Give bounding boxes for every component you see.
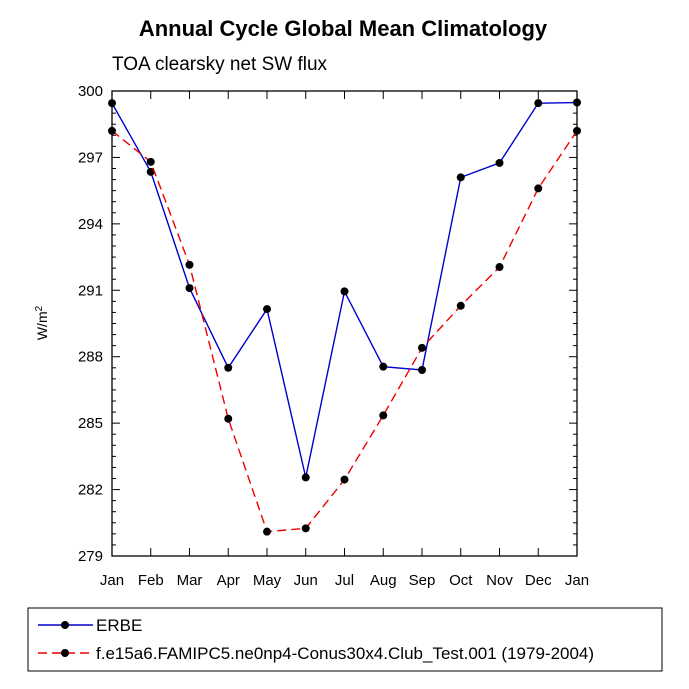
data-point [263,527,271,536]
data-point [456,173,465,182]
data-point [379,362,388,371]
series-layer [108,98,581,536]
x-axis: Jan Feb Mar Apr May Jun Jul Aug Sep Oct Nov Dec Jan [100,91,589,589]
data-point [534,184,543,193]
legend-marker [61,649,69,657]
y-tick-label: 300 [78,83,103,100]
x-tick-label: Jun [294,572,318,589]
legend-marker [61,621,69,629]
y-axis-label-exponent: 2 [34,305,45,311]
data-point [224,363,233,372]
plot-frame [111,90,578,557]
x-tick-label: Oct [449,572,473,589]
legend-box [27,607,663,672]
data-point [301,524,310,533]
legend-label: f.e15a6.FAMIPC5.ne0np4-Conus30x4.Club_Te… [96,644,594,663]
chart-title: Annual Cycle Global Mean Climatology [139,16,548,41]
x-tick-label: Jan [565,572,589,589]
data-point [146,157,155,166]
y-tick-label: 297 [78,149,103,166]
data-point [495,158,504,167]
data-point [573,126,581,135]
y-tick-label: 282 [78,482,103,499]
data-point [108,99,116,108]
x-tick-label: Jul [335,572,354,589]
data-point [418,343,426,352]
data-point [185,260,194,269]
series-line [111,130,578,533]
y-tick-label: 288 [78,349,103,366]
y-axis-label-unit: W/m [34,311,50,340]
data-point [340,287,349,296]
data-point [263,305,271,314]
x-tick-label: Dec [525,572,552,589]
data-point [379,411,388,420]
data-point [224,414,233,423]
data-point [456,301,465,310]
y-tick-label: 279 [78,548,103,565]
x-tick-label: Mar [177,572,203,589]
x-tick-label: Jan [100,572,124,589]
y-axis: 300 297 294 291 288 285 282 279 [78,83,577,565]
x-tick-label: Aug [370,572,397,589]
data-point [573,98,581,107]
x-tick-label: Feb [138,572,164,589]
data-point [108,126,116,135]
data-point [340,475,349,484]
legend: ERBE f.e15a6.FAMIPC5.ne0np4-Conus30x4.Clu… [38,616,594,663]
y-tick-label: 291 [78,282,103,299]
data-point [534,99,543,108]
x-tick-label: May [253,572,282,589]
x-tick-label: Apr [217,572,240,589]
data-point [495,263,504,272]
x-tick-label: Sep [409,572,436,589]
y-tick-label: 294 [78,216,103,233]
y-axis-label: W/m2 [34,305,51,340]
data-point [418,366,426,374]
legend-label: ERBE [96,616,142,635]
chart-subtitle: TOA clearsky net SW flux [112,54,328,75]
y-tick-label: 285 [78,415,103,432]
x-tick-label: Nov [486,572,513,589]
data-point [146,167,155,176]
data-point [301,473,310,482]
data-point [185,284,194,293]
